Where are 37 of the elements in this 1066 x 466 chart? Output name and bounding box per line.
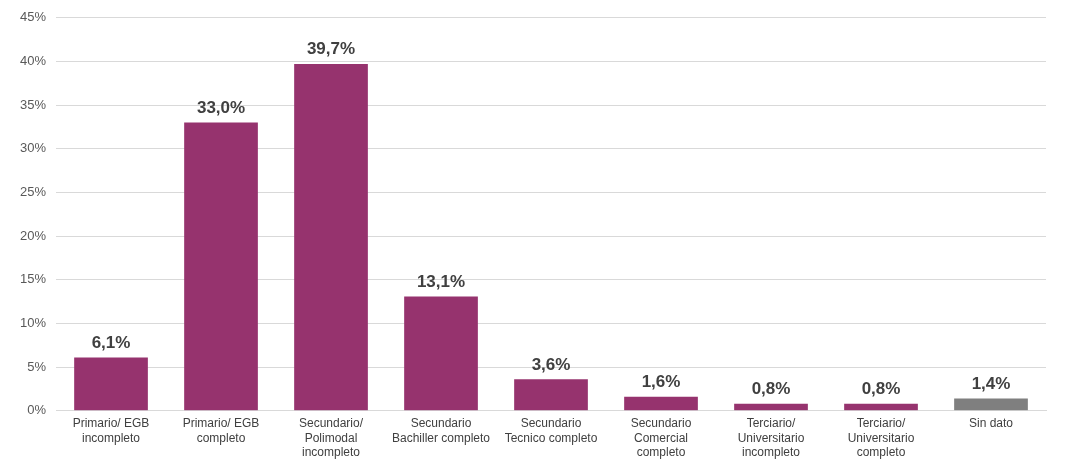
data-label: 33,0% xyxy=(196,97,246,117)
bar xyxy=(624,396,698,411)
x-tick-label: Secundario Comercial completo xyxy=(630,416,692,460)
x-tick-label: Sin dato xyxy=(968,416,1014,431)
bar xyxy=(404,296,478,411)
bar xyxy=(184,122,258,411)
data-label: 39,7% xyxy=(306,39,356,59)
y-tick-label: 30% xyxy=(19,140,47,156)
x-tick-label: Secundario/ Polimodal incompleto xyxy=(298,416,364,460)
y-tick-label: 5% xyxy=(27,358,47,374)
y-tick-label: 35% xyxy=(19,96,47,112)
y-tick-label: 25% xyxy=(19,184,47,200)
x-tick-label: Terciario/ Universitario incompleto xyxy=(737,416,805,460)
x-tick-label: Terciario/ Universitario completo xyxy=(847,416,915,460)
data-label: 0,8% xyxy=(861,379,901,398)
x-tick-label: Primario/ EGB completo xyxy=(182,416,260,445)
bar xyxy=(514,379,588,411)
y-tick-label: 0% xyxy=(27,402,47,418)
data-label: 6,1% xyxy=(91,332,131,352)
data-label: 3,6% xyxy=(531,354,571,374)
y-tick-label: 10% xyxy=(19,315,47,331)
data-label: 13,1% xyxy=(416,271,466,291)
x-tick-label: Secundario Bachiller completo xyxy=(391,416,491,445)
data-label: 1,6% xyxy=(641,372,681,392)
y-tick-label: 40% xyxy=(19,53,47,69)
bar xyxy=(294,64,368,411)
x-tick-label: Primario/ EGB incompleto xyxy=(72,416,150,445)
y-tick-label: 45% xyxy=(19,9,47,25)
data-label: 0,8% xyxy=(751,379,791,398)
x-tick-label: Secundario Tecnico completo xyxy=(504,416,598,445)
y-tick-label: 15% xyxy=(19,271,47,287)
bar xyxy=(734,403,808,411)
bar xyxy=(954,398,1028,411)
y-tick-label: 20% xyxy=(19,227,47,243)
data-label: 1,4% xyxy=(971,373,1011,393)
bar xyxy=(74,357,148,411)
bar xyxy=(844,403,918,411)
